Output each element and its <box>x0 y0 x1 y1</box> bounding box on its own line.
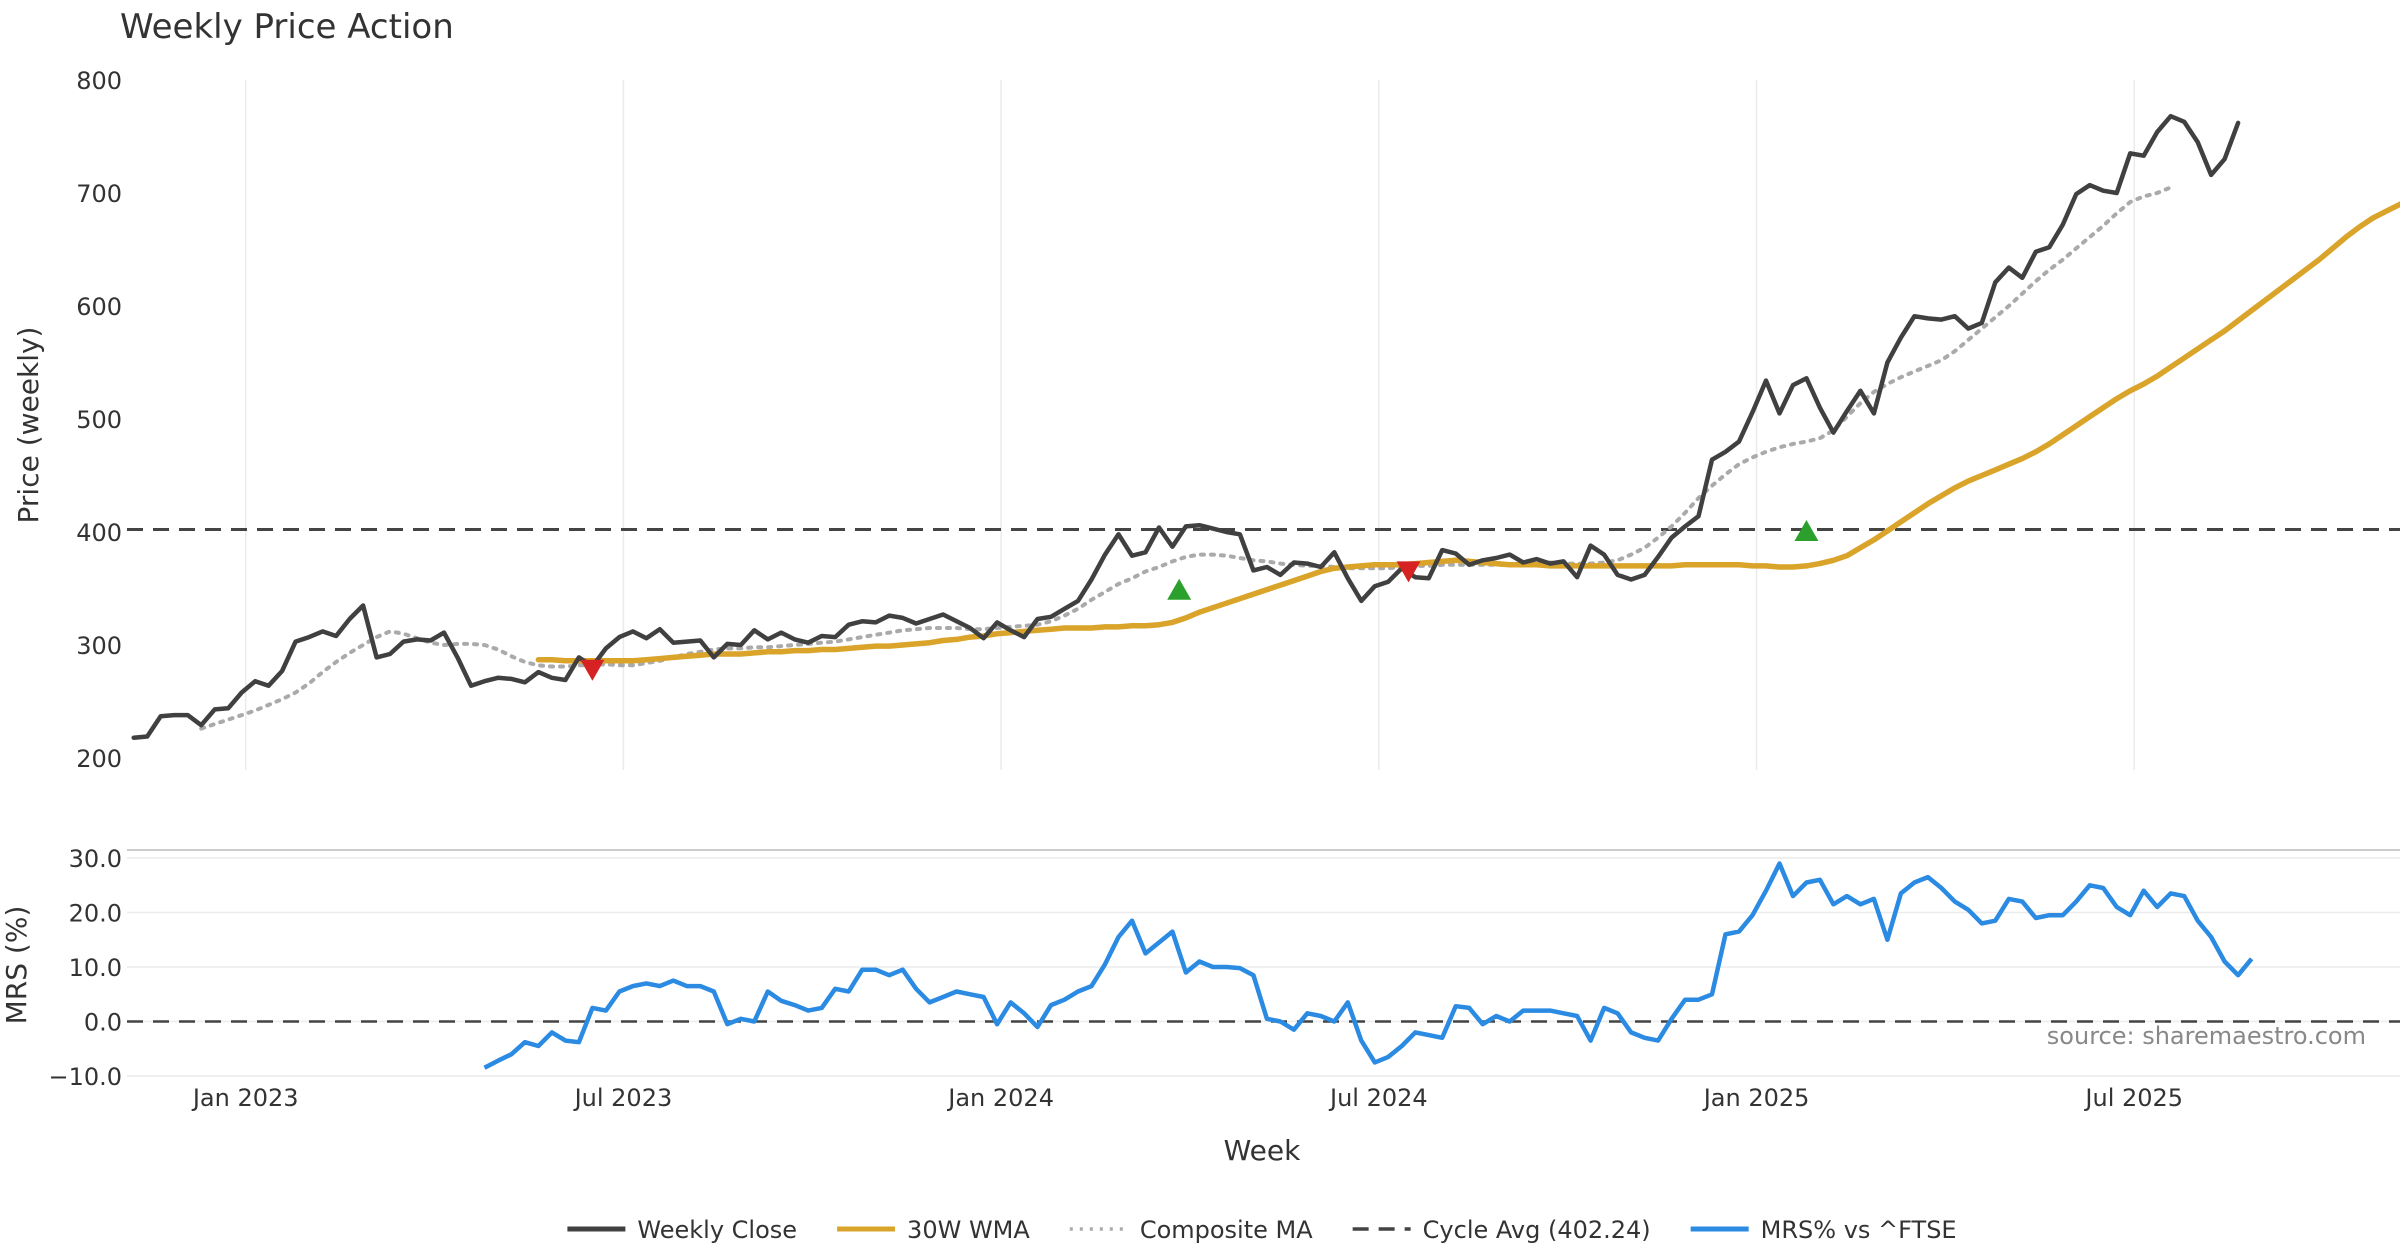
source-note: source: sharemaestro.com <box>2047 1022 2366 1050</box>
mrs-gridlines <box>127 857 2400 1077</box>
price-tick-label: 300 <box>76 632 122 660</box>
mrs-series-group <box>127 861 2400 1070</box>
mrs-tick-label: 20.0 <box>69 900 122 928</box>
price-y-axis: 200 300 400 500 600 700 800 <box>76 67 122 773</box>
composite-ma-line <box>199 185 2173 731</box>
price-series-group <box>127 113 2400 740</box>
legend-label: 30W WMA <box>907 1216 1030 1244</box>
sell-signal-marker <box>1396 561 1421 583</box>
mrs-y-axis-label: MRS (%) <box>0 906 33 1025</box>
signal-markers <box>580 520 1819 681</box>
weekly-close-line <box>131 113 2241 740</box>
x-tick-label: Jul 2024 <box>1328 1084 1428 1112</box>
x-tick-label: Jul 2023 <box>573 1084 673 1112</box>
mrs-tick-label: −10.0 <box>48 1063 122 1091</box>
legend-label: Weekly Close <box>637 1216 797 1244</box>
price-gridlines <box>244 80 2136 770</box>
mrs-tick-label: 10.0 <box>69 954 122 982</box>
legend-label: Composite MA <box>1140 1216 1313 1244</box>
mrs-line <box>483 861 2254 1070</box>
x-tick-label: Jan 2024 <box>946 1084 1054 1112</box>
buy-signal-marker <box>1167 578 1192 600</box>
legend-label: MRS% vs ^FTSE <box>1761 1216 1957 1244</box>
legend: Weekly Close 30W WMA Composite MA Cycle Avg… <box>567 1216 1957 1244</box>
price-tick-label: 400 <box>76 519 122 547</box>
x-axis: Jan 2023 Jul 2023 Jan 2024 Jul 2024 Jan 2025… <box>191 1084 2183 1112</box>
price-tick-label: 600 <box>76 293 122 321</box>
chart-title: Weekly Price Action <box>120 7 454 47</box>
30w-wma-line <box>535 201 2400 664</box>
price-tick-label: 500 <box>76 406 122 434</box>
price-tick-label: 200 <box>76 745 122 773</box>
price-tick-label: 700 <box>76 180 122 208</box>
sell-signal-marker <box>580 659 605 681</box>
price-tick-label: 800 <box>76 67 122 95</box>
x-axis-label: Week <box>1224 1134 1301 1167</box>
mrs-tick-label: 0.0 <box>84 1009 122 1037</box>
x-tick-label: Jan 2025 <box>1702 1084 1810 1112</box>
x-tick-label: Jul 2025 <box>2083 1084 2183 1112</box>
price-y-axis-label: Price (weekly) <box>12 327 45 524</box>
mrs-tick-label: 30.0 <box>69 845 122 873</box>
x-tick-label: Jan 2023 <box>191 1084 299 1112</box>
legend-label: Cycle Avg (402.24) <box>1423 1216 1651 1244</box>
buy-signal-marker <box>1794 520 1819 541</box>
mrs-y-axis: −10.0 0.0 10.0 20.0 30.0 <box>48 845 122 1091</box>
